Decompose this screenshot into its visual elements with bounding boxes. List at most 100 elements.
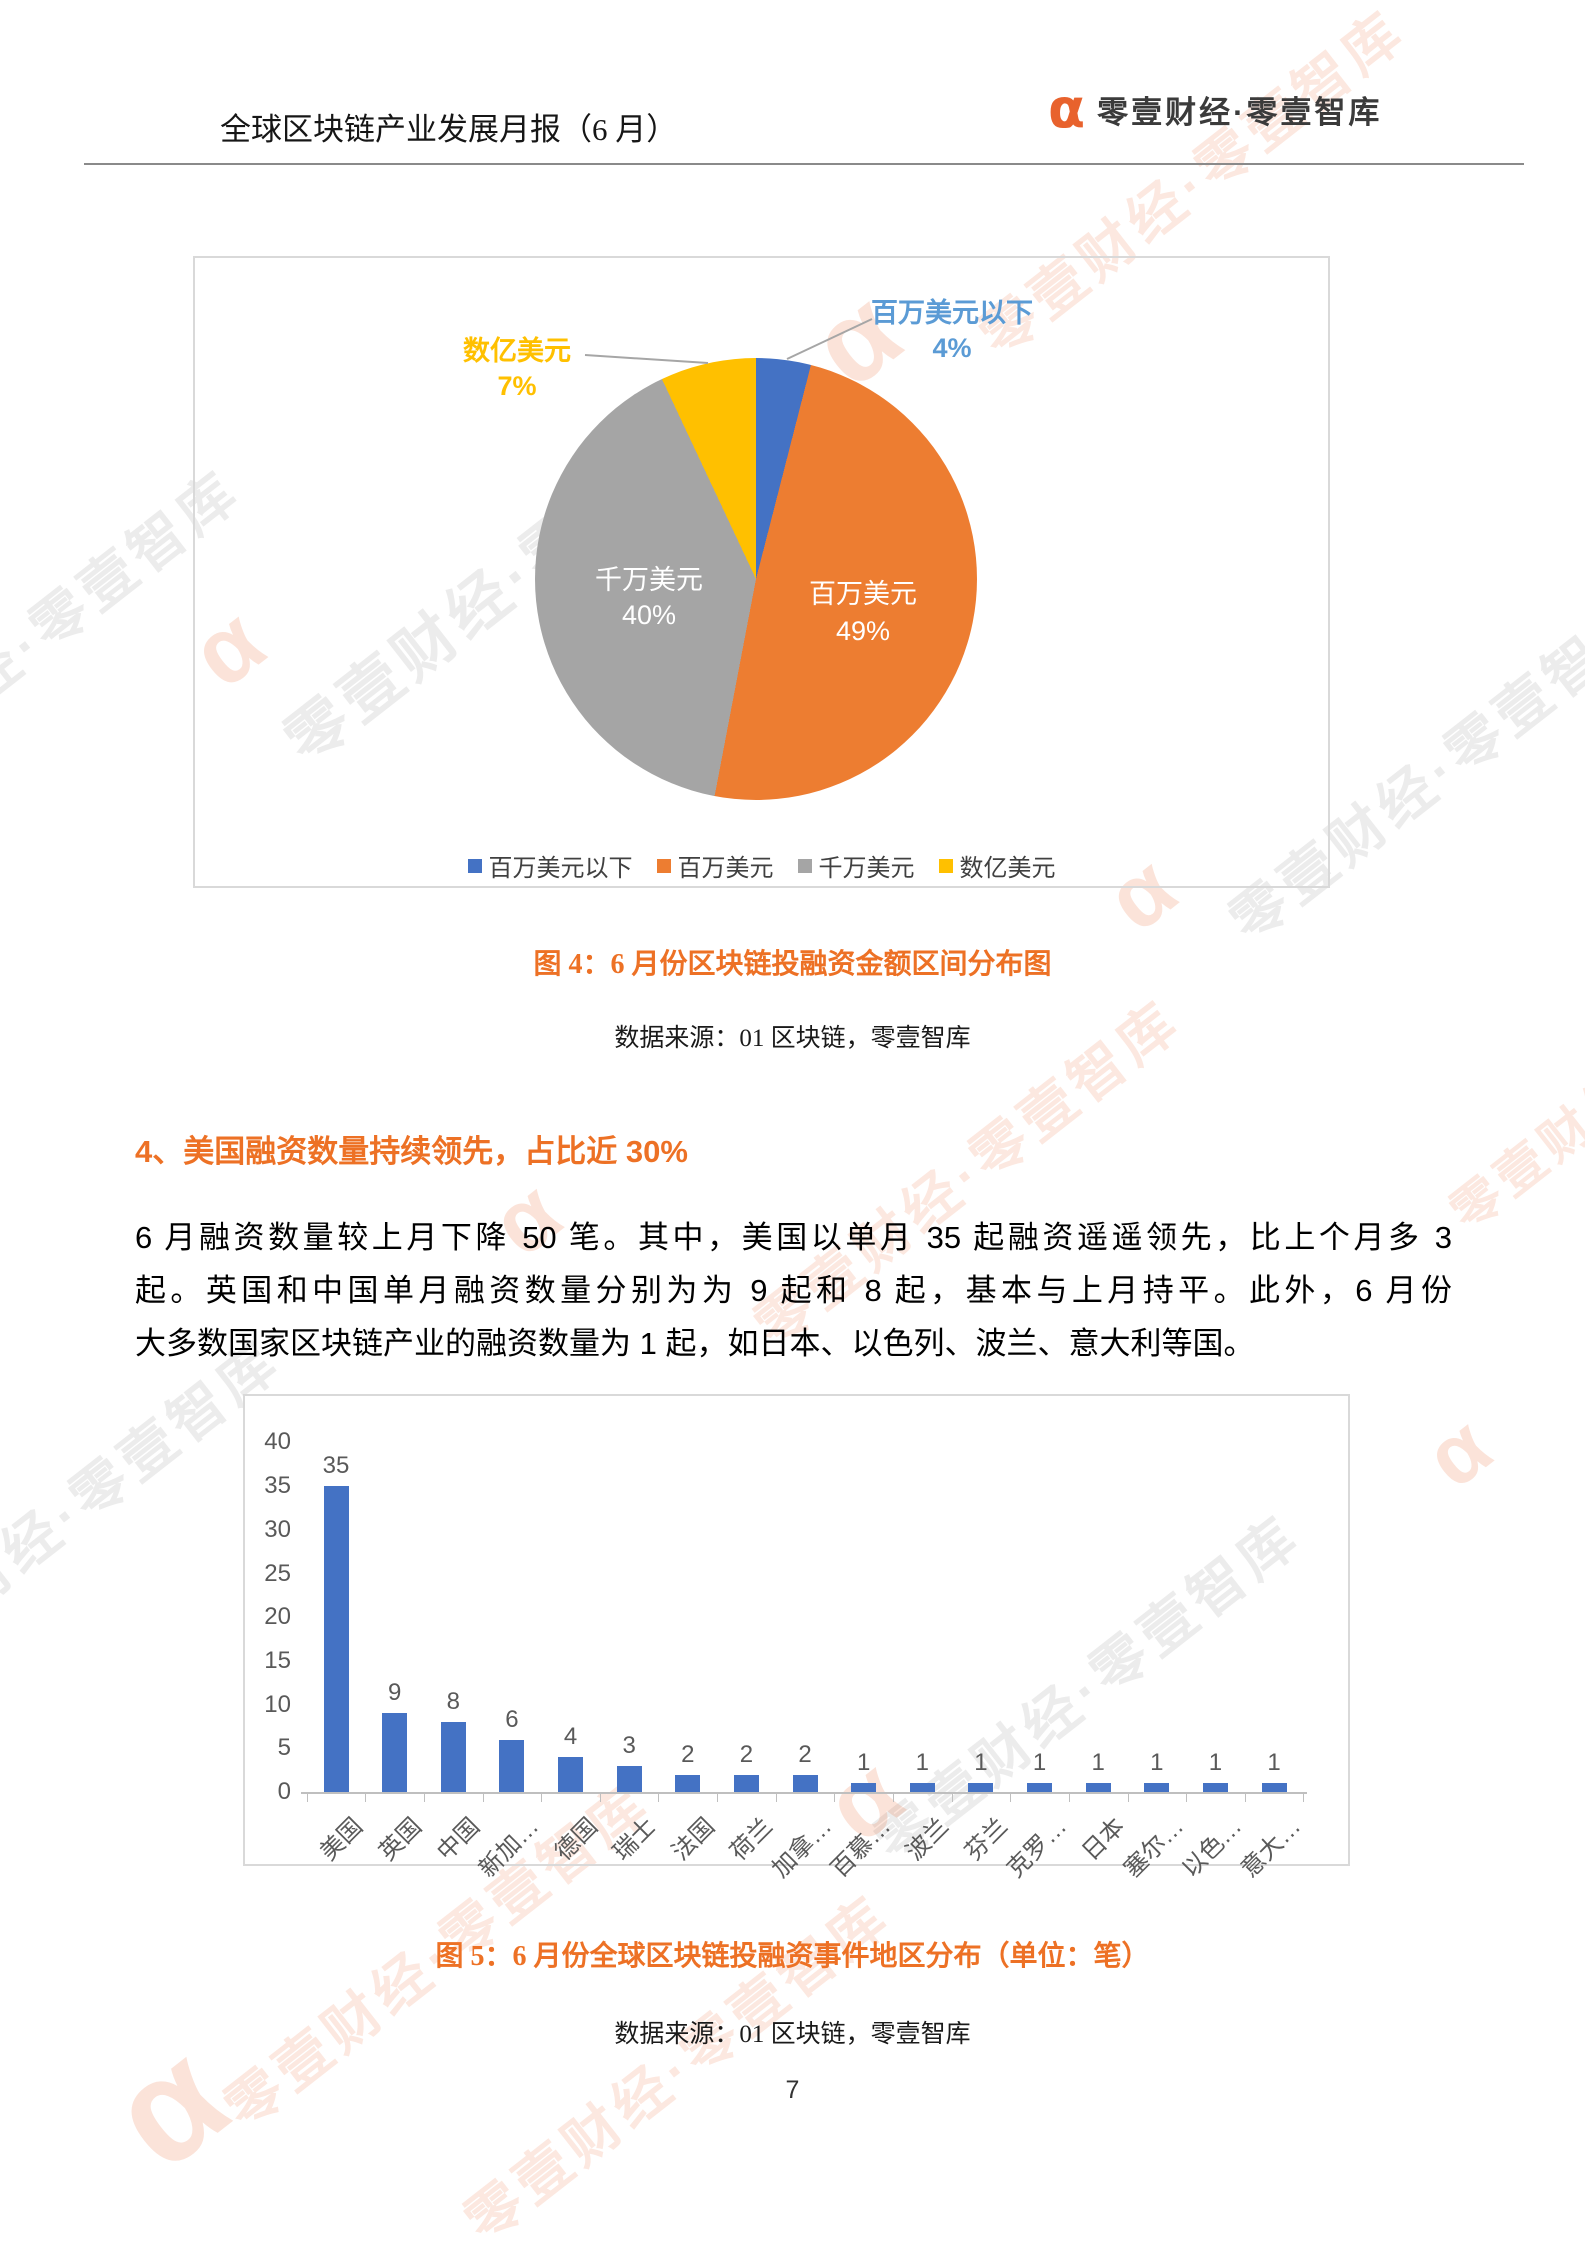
x-axis-category-label: 克罗… bbox=[1001, 1812, 1072, 1883]
x-axis-category-label: 波兰 bbox=[901, 1812, 955, 1866]
pie-chart-box: 千万美元 40% 百万美元 49% 数亿美元 7% 百万美元以下 4% 百万美元… bbox=[193, 256, 1330, 888]
bar-芬兰 bbox=[968, 1783, 994, 1792]
pie-label-text: 数亿美元 bbox=[463, 336, 571, 366]
y-axis-tick-label: 15 bbox=[264, 1646, 291, 1674]
legend-swatch-icon bbox=[467, 858, 482, 873]
alpha-logo-icon: α bbox=[1048, 77, 1086, 140]
x-axis-line bbox=[301, 1792, 1307, 1794]
bar-value-label: 1 bbox=[1091, 1749, 1105, 1777]
figure4-caption: 图 4：6 月份区块链投融资金额区间分布图 bbox=[533, 949, 1052, 980]
bar-德国 bbox=[558, 1757, 584, 1792]
paragraph-line: 大多数国家区块链产业的融资数量为 1 起，如日本、以色列、波兰、意大利等国。 bbox=[135, 1326, 1255, 1361]
brand-logo-text: 零壹财经·零壹智库 bbox=[1097, 94, 1383, 130]
legend-swatch-icon bbox=[797, 858, 812, 873]
bar-加拿… bbox=[792, 1774, 818, 1792]
x-axis-tick bbox=[951, 1794, 953, 1802]
x-axis-category-label: 百慕… bbox=[825, 1812, 896, 1883]
y-axis-tick-label: 40 bbox=[264, 1428, 291, 1456]
paragraph-line: 起。英国和中国单月融资数量分别为为 9 起和 8 起，基本与上月持平。此外，6 … bbox=[135, 1273, 1452, 1308]
x-axis-tick bbox=[1303, 1794, 1305, 1802]
y-axis-tick-label: 30 bbox=[264, 1515, 291, 1543]
x-axis-category-label: 法国 bbox=[666, 1812, 720, 1866]
legend-swatch-icon bbox=[938, 858, 953, 873]
x-axis-category-label: 英国 bbox=[373, 1812, 427, 1866]
y-axis-tick-label: 5 bbox=[277, 1734, 291, 1762]
bar-克罗… bbox=[1027, 1783, 1053, 1792]
page-title: 全球区块链产业发展月报（6 月） bbox=[220, 112, 678, 147]
legend-item: 数亿美元 bbox=[938, 848, 1056, 883]
bar-value-label: 1 bbox=[915, 1749, 929, 1777]
pie-label-pct: 4% bbox=[932, 333, 972, 363]
x-axis-tick bbox=[482, 1794, 484, 1802]
pie-label-text: 百万美元以下 bbox=[871, 298, 1033, 328]
x-axis-tick bbox=[1186, 1794, 1188, 1802]
x-axis-category-label: 以色… bbox=[1177, 1812, 1248, 1883]
legend-item: 千万美元 bbox=[797, 848, 915, 883]
bar-中国 bbox=[440, 1722, 466, 1792]
bar-value-label: 1 bbox=[856, 1749, 871, 1777]
bar-value-label: 4 bbox=[563, 1723, 578, 1751]
y-axis-tick-label: 35 bbox=[264, 1472, 291, 1500]
pie-label-baiwan: 百万美元 49% bbox=[763, 576, 963, 649]
bar-value-label: 1 bbox=[1208, 1749, 1223, 1777]
bar-value-label: 2 bbox=[739, 1740, 754, 1768]
x-axis-category-label: 塞尔… bbox=[1118, 1812, 1189, 1883]
bar-value-label: 1 bbox=[1267, 1749, 1281, 1777]
x-axis-category-label: 德国 bbox=[549, 1812, 603, 1866]
section-heading: 4、美国融资数量持续领先，占比近 30% bbox=[135, 1134, 688, 1169]
legend-item: 百万美元 bbox=[656, 848, 774, 883]
x-axis-tick bbox=[365, 1794, 367, 1802]
y-axis-tick-label: 0 bbox=[277, 1778, 291, 1805]
legend-label: 千万美元 bbox=[818, 855, 915, 882]
x-axis-tick bbox=[541, 1794, 543, 1802]
x-axis-tick bbox=[306, 1794, 308, 1802]
bar-value-label: 1 bbox=[974, 1749, 988, 1777]
bar-value-label: 8 bbox=[446, 1688, 460, 1716]
bar-value-label: 9 bbox=[387, 1679, 402, 1707]
bar-荷兰 bbox=[733, 1774, 759, 1792]
y-axis-tick-label: 10 bbox=[264, 1690, 291, 1718]
x-axis-tick bbox=[892, 1794, 894, 1802]
legend-label: 百万美元以下 bbox=[488, 855, 633, 882]
pie-label-text: 百万美元 bbox=[809, 579, 917, 609]
x-axis-tick bbox=[423, 1794, 425, 1802]
bar-value-label: 1 bbox=[1150, 1749, 1164, 1777]
x-axis-tick bbox=[658, 1794, 660, 1802]
bar-意大… bbox=[1261, 1783, 1287, 1792]
page-number: 7 bbox=[785, 2076, 800, 2104]
bar-法国 bbox=[675, 1774, 701, 1792]
bar-value-label: 6 bbox=[505, 1705, 519, 1733]
bar-以色… bbox=[1202, 1783, 1228, 1792]
bar-百慕… bbox=[851, 1783, 877, 1792]
bar-value-label: 3 bbox=[622, 1731, 636, 1759]
pie-chart bbox=[535, 358, 977, 800]
bar-瑞士 bbox=[616, 1765, 642, 1792]
x-axis-category-label: 意大… bbox=[1236, 1812, 1307, 1883]
x-axis-tick bbox=[717, 1794, 719, 1802]
legend-swatch-icon bbox=[656, 858, 671, 873]
bar-value-label: 2 bbox=[681, 1740, 695, 1768]
bar-英国 bbox=[382, 1713, 408, 1792]
watermark-text: 零壹财经·零壹智库 bbox=[453, 1883, 903, 2244]
brand-logo: α 零壹财经·零壹智库 bbox=[1048, 82, 1382, 136]
y-axis-tick-label: 25 bbox=[264, 1559, 291, 1587]
figure5-caption: 图 5：6 月份全球区块链投融资事件地区分布（单位：笔） bbox=[435, 1941, 1150, 1972]
x-axis-tick bbox=[834, 1794, 836, 1802]
legend-label: 数亿美元 bbox=[959, 855, 1056, 882]
bar-塞尔… bbox=[1144, 1783, 1170, 1792]
x-axis-tick bbox=[775, 1794, 777, 1802]
x-axis-tick bbox=[1010, 1794, 1012, 1802]
pie-label-pct: 49% bbox=[835, 616, 891, 646]
x-axis-tick bbox=[1244, 1794, 1246, 1802]
bar-chart-box: 40 35 30 25 20 15 10 5 0 35 美国 9 英国 8 中国 6 新加… 4 德国 3 瑞士 2 法国 2… bbox=[243, 1394, 1350, 1883]
x-axis-category-label: 美国 bbox=[315, 1812, 369, 1866]
figure5-source: 数据来源：01 区块链，零壹智库 bbox=[614, 2021, 971, 2048]
paragraph-line: 6 月融资数量较上月下降 50 笔。其中，美国以单月 35 起融资遥遥领先，比上… bbox=[135, 1220, 1452, 1255]
pie-label-pct: 40% bbox=[621, 600, 677, 630]
bar-value-label: 35 bbox=[322, 1452, 350, 1480]
pie-legend: 百万美元以下 百万美元 千万美元 数亿美元 bbox=[195, 848, 1328, 883]
bar-美国 bbox=[323, 1486, 349, 1792]
bar-新加… bbox=[499, 1739, 525, 1792]
legend-label: 百万美元 bbox=[677, 855, 774, 882]
